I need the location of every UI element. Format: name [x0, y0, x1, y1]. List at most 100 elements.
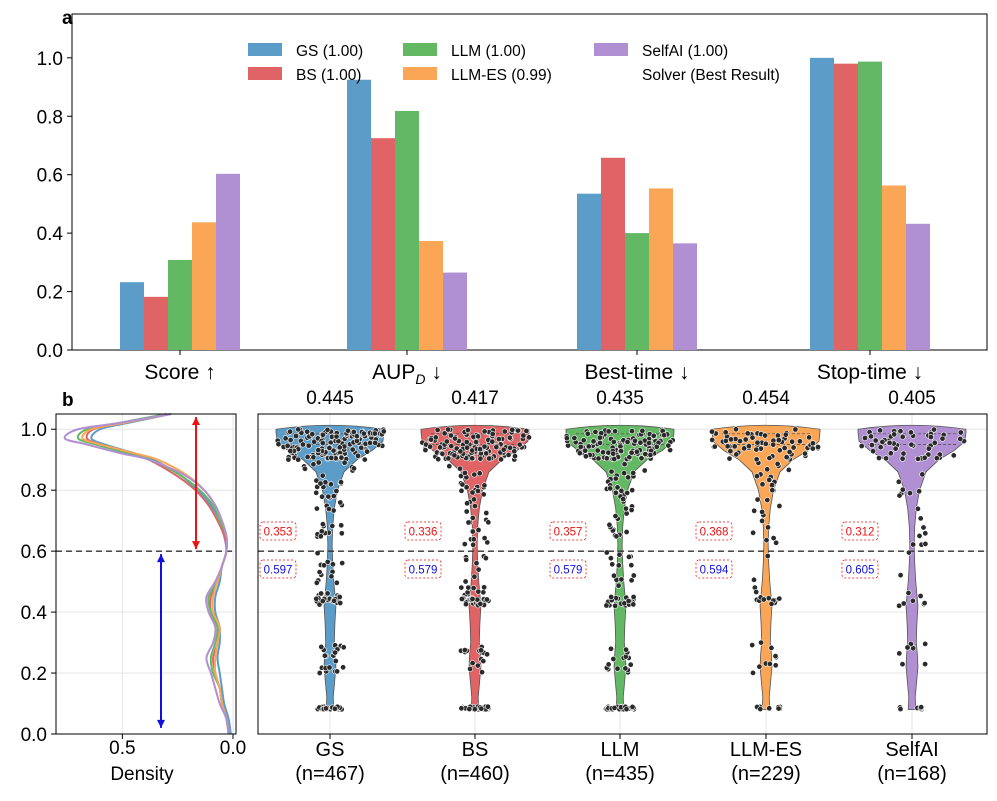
data-point-bs: [470, 585, 477, 592]
data-point-llmes: [756, 663, 763, 670]
data-point-gs: [310, 454, 317, 461]
data-point-gs: [319, 431, 326, 438]
data-point-llm: [614, 665, 621, 672]
data-point-llm: [630, 572, 637, 579]
data-point-llmes: [785, 466, 792, 473]
data-point-llm: [611, 455, 618, 462]
y-tick-label: 0.4: [37, 224, 64, 245]
data-point-bs: [463, 438, 470, 445]
data-point-bs: [447, 432, 454, 439]
below-threshold-arrow-head-top: [157, 554, 165, 563]
data-point-llm: [599, 449, 606, 456]
data-point-llm: [584, 430, 591, 437]
legend-label-selfai: SelfAI (1.00): [642, 43, 728, 60]
data-point-llm: [642, 451, 649, 458]
data-point-bs: [473, 439, 480, 446]
data-point-llmes: [753, 446, 760, 453]
x-tick-label: Stop-time ↓: [817, 361, 923, 384]
data-point-selfai: [872, 437, 879, 444]
density-curve-selfai: [63, 413, 230, 735]
data-point-llm: [606, 521, 613, 528]
data-point-gs: [304, 453, 311, 460]
group-count-llm: (n=435): [585, 763, 655, 785]
violin-panel: 0.445 0.353 0.597 GS(n=467) 0.417 0.336 0.579 B…: [257, 388, 988, 785]
data-point-gs: [360, 430, 367, 437]
data-point-bs: [434, 427, 441, 434]
data-point-llmes: [759, 481, 766, 488]
data-point-llmes: [733, 451, 740, 458]
data-point-bs: [489, 438, 496, 445]
data-point-gs: [333, 433, 340, 440]
data-point-llm: [618, 487, 625, 494]
data-point-bs: [463, 556, 470, 563]
data-point-llm: [661, 432, 668, 439]
data-point-llm: [611, 704, 618, 711]
data-point-bs: [428, 436, 435, 443]
data-point-gs: [338, 522, 345, 529]
data-point-bs: [520, 432, 527, 439]
data-point-llm: [622, 505, 629, 512]
data-point-llmes: [727, 448, 734, 455]
above-value-gs: 0.353: [264, 527, 293, 539]
data-point-gs: [338, 454, 345, 461]
data-point-selfai: [897, 428, 904, 435]
y-tick-label: 0.8: [21, 481, 47, 502]
data-point-bs: [511, 453, 518, 460]
data-point-gs: [322, 705, 329, 712]
data-point-gs: [319, 472, 326, 479]
data-point-selfai: [918, 704, 925, 711]
data-point-bs: [464, 500, 471, 507]
data-point-bs: [465, 584, 472, 591]
data-point-llm: [612, 489, 619, 496]
data-point-bs: [445, 455, 452, 462]
data-point-llm: [630, 601, 637, 608]
data-point-bs: [458, 595, 465, 602]
data-point-llmes: [762, 440, 769, 447]
data-point-gs: [313, 579, 320, 586]
data-point-llmes: [770, 441, 777, 448]
data-point-bs: [505, 451, 512, 458]
data-point-selfai: [899, 433, 906, 440]
data-point-selfai: [896, 492, 903, 499]
data-point-selfai: [896, 602, 903, 609]
data-point-llm: [607, 555, 614, 562]
bar-llmes-2: [649, 188, 673, 350]
data-point-llmes: [727, 436, 734, 443]
data-point-bs: [516, 441, 523, 448]
data-point-gs: [358, 444, 365, 451]
mean-label-selfai: 0.405: [888, 388, 936, 409]
data-point-gs: [314, 550, 321, 557]
data-point-llm: [629, 487, 636, 494]
data-point-llmes: [770, 535, 777, 542]
violin-frame: [257, 413, 988, 735]
data-point-llmes: [809, 445, 816, 452]
data-point-selfai: [921, 600, 928, 607]
density-axis-label: Density: [110, 764, 174, 785]
data-point-bs: [443, 438, 450, 445]
data-point-llm: [590, 438, 597, 445]
data-point-selfai: [922, 661, 929, 668]
y-tick-label: 0.2: [37, 283, 63, 304]
data-point-gs: [339, 560, 346, 567]
data-point-bs: [464, 427, 471, 434]
data-point-llm: [623, 706, 630, 713]
group-count-llmes: (n=229): [731, 763, 801, 785]
legend-swatch-selfai: [594, 43, 628, 56]
data-point-llmes: [759, 508, 766, 515]
bar-llmes-0: [192, 222, 216, 350]
mean-label-llmes: 0.454: [742, 388, 790, 409]
bar-selfai-3: [906, 223, 930, 350]
data-point-llm: [571, 435, 578, 442]
data-point-selfai: [892, 445, 899, 452]
data-point-llm: [641, 467, 648, 474]
data-point-bs: [486, 455, 493, 462]
group-label-bs: BS: [462, 739, 489, 761]
data-point-gs: [310, 461, 317, 468]
above-value-llm: 0.357: [554, 527, 583, 539]
data-point-llmes: [749, 669, 756, 676]
data-point-gs: [331, 705, 338, 712]
data-point-llmes: [768, 644, 775, 651]
data-point-llm: [612, 475, 619, 482]
bar-gs-2: [577, 193, 601, 350]
data-point-bs: [477, 455, 484, 462]
